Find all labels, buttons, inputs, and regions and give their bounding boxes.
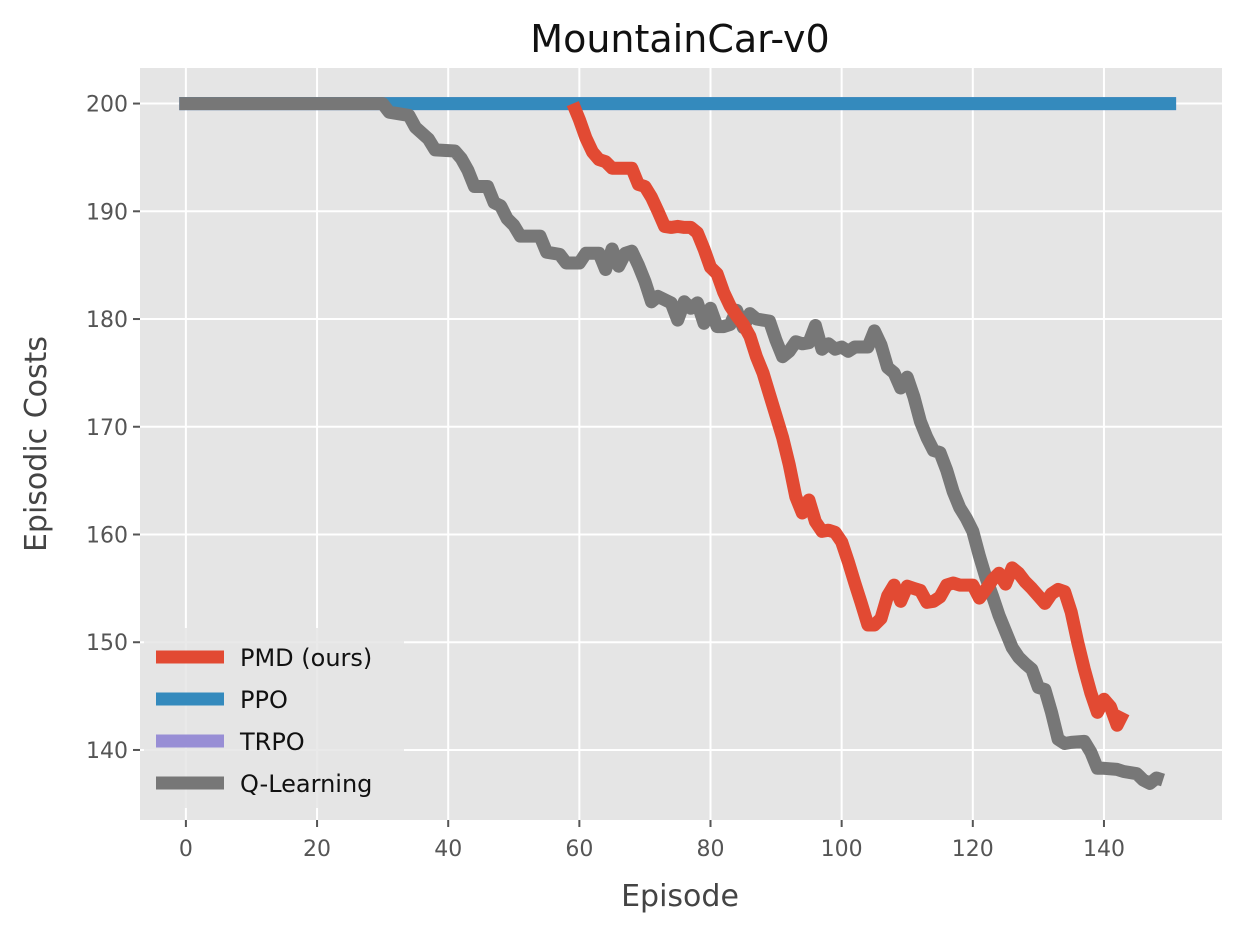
legend-box [144, 628, 404, 808]
ticks: 0 20 40 60 80 100 120 140 140 150 160 170 180 190 200 [86, 93, 1125, 862]
x-tick-label: 20 [303, 837, 331, 862]
x-tick-label: 140 [1083, 837, 1125, 862]
y-tick-label: 150 [86, 631, 128, 656]
chart-title: MountainCar-v0 [530, 17, 829, 61]
legend-label-ppo: PPO [240, 686, 288, 714]
x-tick-label: 100 [821, 837, 863, 862]
y-tick-label: 160 [86, 523, 128, 548]
series-line-pmd-ours [566, 101, 1130, 732]
y-axis-label: Episodic Costs [19, 336, 54, 552]
legend-label-pmd-ours: PMD (ours) [240, 644, 372, 672]
legend-label-q-learning: Q-Learning [240, 770, 372, 798]
x-tick-label: 0 [179, 837, 193, 862]
y-tick-label: 170 [86, 416, 128, 441]
series-line-q-learning [179, 97, 1165, 790]
legend: PMD (ours) PPO TRPO Q-Learning [144, 628, 404, 808]
y-tick-label: 200 [86, 93, 128, 118]
y-tick-label: 180 [86, 308, 128, 333]
x-tick-label: 80 [697, 837, 725, 862]
x-axis-label: Episode [621, 879, 739, 914]
x-tick-label: 60 [565, 837, 593, 862]
x-tick-label: 120 [952, 837, 994, 862]
y-tick-label: 190 [86, 200, 128, 225]
y-tick-label: 140 [86, 739, 128, 764]
series-layer [179, 97, 1177, 790]
x-tick-label: 40 [434, 837, 462, 862]
legend-label-trpo: TRPO [239, 728, 305, 756]
